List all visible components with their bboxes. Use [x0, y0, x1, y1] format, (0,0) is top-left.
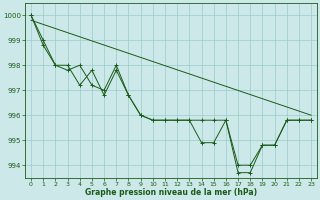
X-axis label: Graphe pression niveau de la mer (hPa): Graphe pression niveau de la mer (hPa) [85, 188, 257, 197]
